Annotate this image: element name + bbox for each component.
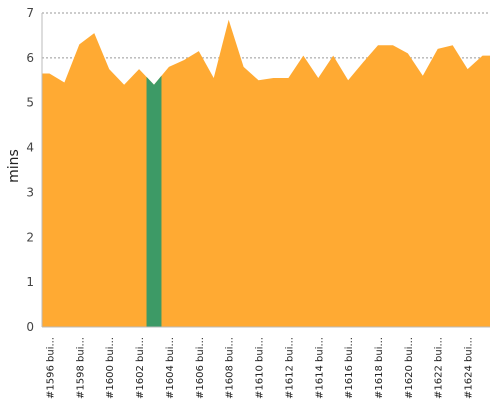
- x-tick-label: #1596 bui...: [45, 337, 56, 399]
- x-tick-label: #1602 bui...: [135, 337, 146, 399]
- y-tick-label: 0: [26, 320, 34, 334]
- y-axis-title: mins: [6, 149, 22, 183]
- x-tick-label: #1620 bui...: [404, 337, 415, 399]
- x-tick-label: #1616 bui...: [344, 337, 355, 399]
- x-tick-label: #1612 bui...: [284, 337, 295, 399]
- x-tick-label: #1618 bui...: [374, 337, 385, 399]
- x-tick-label: #1610 bui...: [255, 337, 266, 399]
- y-tick-label: 4: [26, 141, 34, 155]
- x-tick-label: #1606 bui...: [195, 337, 206, 399]
- y-tick-label: 5: [26, 96, 34, 110]
- x-tick-label: #1600 bui...: [105, 337, 116, 399]
- x-tick-label: #1608 bui...: [225, 337, 236, 399]
- y-tick-label: 3: [26, 185, 34, 199]
- x-tick-label: #1622 bui...: [434, 337, 445, 399]
- x-tick-label: #1598 bui...: [75, 337, 86, 399]
- x-tick-label: #1624 bui...: [464, 337, 475, 399]
- y-tick-label: 1: [26, 275, 34, 289]
- x-tick-labels: #1596 bui... #1598 bui... #1600 bui... #160…: [45, 337, 474, 399]
- y-tick-label: 7: [26, 6, 34, 20]
- x-tick-label: #1614 bui...: [314, 337, 325, 399]
- y-tick-label: 2: [26, 230, 34, 244]
- y-tick-label: 6: [26, 51, 34, 65]
- x-tick-label: #1604 bui...: [165, 337, 176, 399]
- area-fill: [42, 19, 490, 327]
- y-tick-labels: 0 1 2 3 4 5 6 7: [26, 6, 34, 334]
- highlighted-build-bar: [146, 75, 162, 327]
- area-series: [42, 19, 490, 327]
- axes: [41, 13, 490, 328]
